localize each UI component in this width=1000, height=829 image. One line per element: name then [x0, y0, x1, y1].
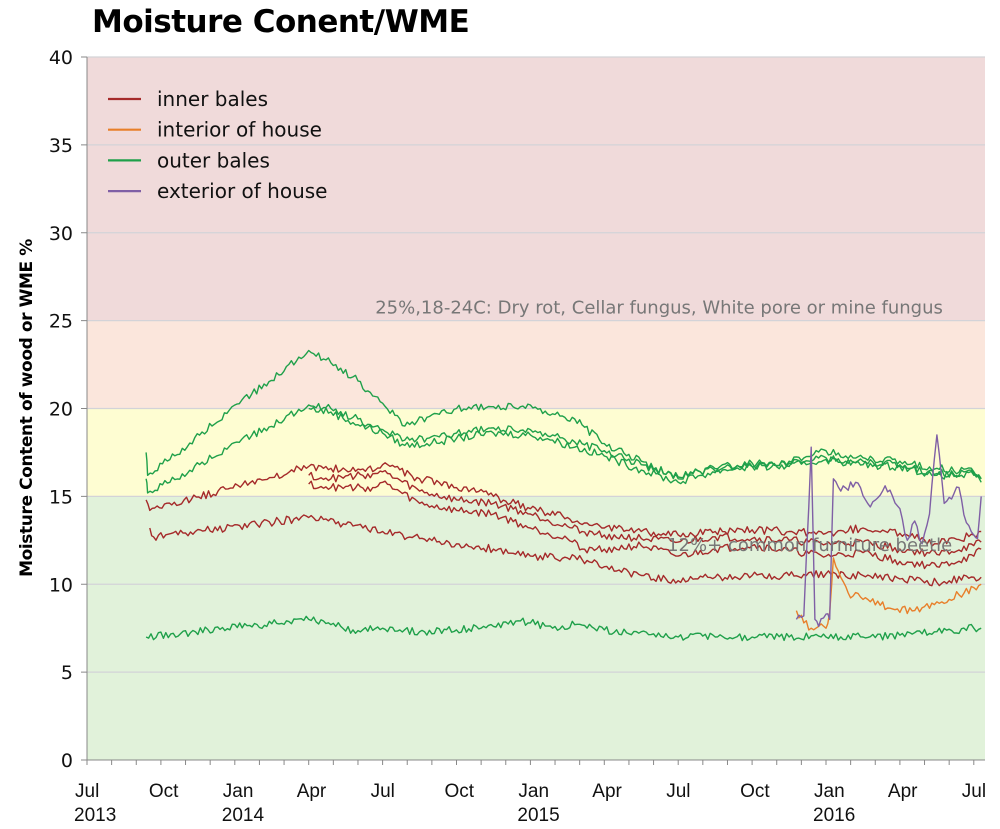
x-tick-label: Apr — [592, 781, 622, 802]
x-tick-label: Apr — [297, 781, 327, 802]
x-tick-label: Jul — [75, 781, 99, 802]
series-outer-bales — [145, 349, 982, 642]
legend-label: outer bales — [157, 148, 270, 172]
legend-label: interior of house — [157, 118, 322, 142]
y-tick-label: 35 — [49, 135, 73, 157]
gridlines — [87, 56, 985, 673]
series-inner-bales — [145, 462, 982, 587]
annotation-1: 12%+ common furniture beetle — [667, 535, 952, 556]
legend: inner bales interior of house outer bales e… — [108, 87, 327, 203]
data-series — [145, 349, 982, 642]
x-tick-label: Jan — [223, 781, 254, 802]
x-tick-label: Jul — [371, 781, 395, 802]
x-tick-year: 2013 — [74, 805, 116, 826]
y-tick-label: 40 — [49, 47, 73, 69]
y-tick-label: 15 — [49, 486, 73, 508]
legend-item-exterior-of-house: exterior of house — [108, 179, 327, 203]
series-line — [308, 406, 982, 485]
annotations: 25%,18-24C: Dry rot, Cellar fungus, Whit… — [375, 298, 952, 556]
x-tick-label: Jan — [814, 781, 845, 802]
x-tick-label: Jul — [666, 781, 690, 802]
series-line — [145, 349, 982, 480]
threshold-bands — [87, 57, 985, 760]
band-20-25 — [87, 320, 985, 409]
y-tick-label: 30 — [49, 223, 73, 245]
axes: 0 5 10 15 20 25 30 35 40 Jul 2013 Oct Jan 2014 Apr Jul O… — [49, 47, 986, 826]
series-line — [145, 462, 982, 547]
series-line — [308, 480, 982, 570]
y-tick-label: 10 — [49, 574, 73, 596]
x-tick-label: Jul — [962, 781, 986, 802]
series-line — [149, 514, 982, 587]
x-tick-year: 2015 — [517, 805, 559, 826]
legend-label: exterior of house — [157, 179, 327, 203]
series-interior-of-house — [795, 557, 982, 631]
x-tick-label: Jan — [518, 781, 549, 802]
chart-title: Moisture Conent/WME — [92, 4, 470, 40]
x-tick-label: Apr — [888, 781, 918, 802]
series-line — [308, 469, 982, 557]
series-line — [795, 434, 982, 628]
legend-item-interior-of-house: interior of house — [108, 118, 322, 142]
band-0-15 — [87, 496, 985, 760]
x-tick-year: 2016 — [813, 805, 855, 826]
x-tick-label: Oct — [149, 781, 179, 802]
legend-item-outer-bales: outer bales — [108, 148, 270, 172]
y-tick-label: 25 — [49, 311, 73, 333]
x-tick-year: 2014 — [222, 805, 265, 826]
y-tick-label: 20 — [49, 399, 73, 421]
x-tick-label: Oct — [740, 781, 770, 802]
legend-label: inner bales — [157, 87, 268, 111]
band-25-40 — [87, 57, 985, 321]
y-tick-label: 0 — [61, 750, 73, 772]
y-tick-label: 5 — [61, 662, 73, 684]
series-line — [795, 557, 982, 631]
series-line — [145, 615, 982, 642]
series-exterior-of-house — [795, 434, 982, 628]
legend-item-inner-bales: inner bales — [108, 87, 268, 111]
x-tick-label: Oct — [445, 781, 475, 802]
annotation-0: 25%,18-24C: Dry rot, Cellar fungus, Whit… — [375, 298, 943, 319]
